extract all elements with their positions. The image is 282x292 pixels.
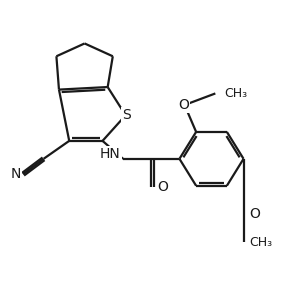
Text: HN: HN xyxy=(100,147,120,161)
Text: O: O xyxy=(249,207,260,221)
Text: S: S xyxy=(122,108,131,122)
Text: CH₃: CH₃ xyxy=(224,87,247,100)
Text: O: O xyxy=(178,98,189,112)
Text: CH₃: CH₃ xyxy=(249,236,272,248)
Text: O: O xyxy=(157,180,168,194)
Text: N: N xyxy=(10,167,21,181)
